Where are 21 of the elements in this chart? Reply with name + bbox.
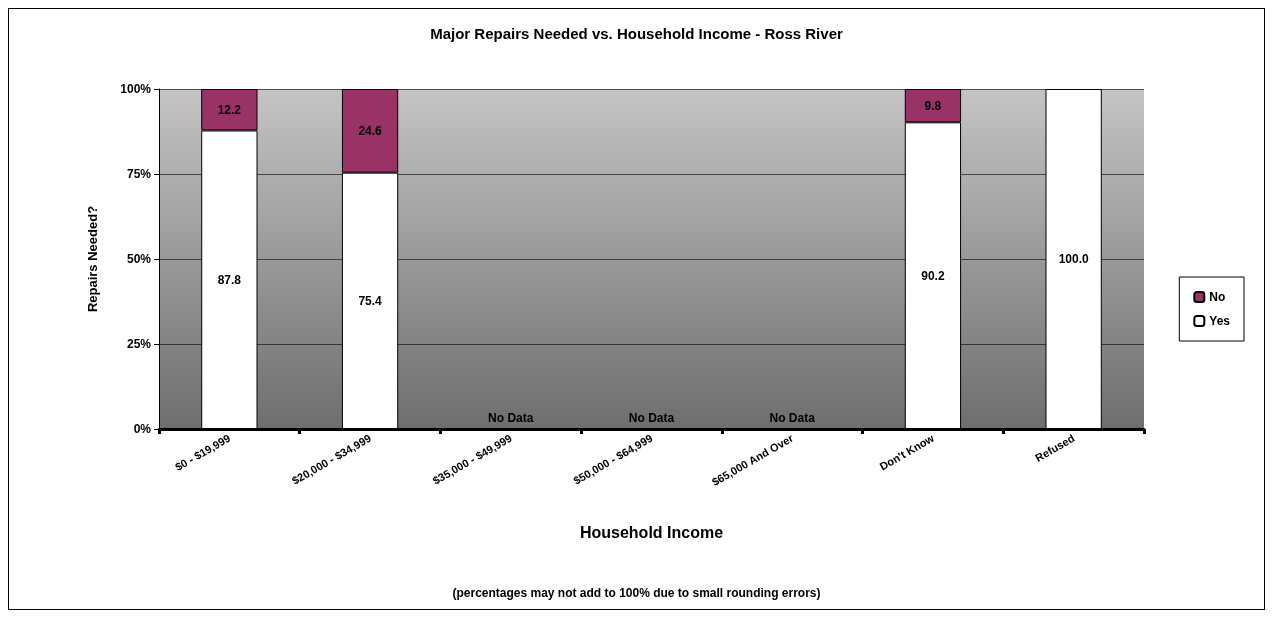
data-label: 12.2 <box>217 102 242 117</box>
data-label: 100.0 <box>1058 252 1089 266</box>
data-label: 75.4 <box>358 293 383 308</box>
y-tick-label: 75% <box>126 167 152 181</box>
data-label: 9.8 <box>924 98 942 113</box>
data-label: No Data <box>769 411 816 425</box>
data-label: No Data <box>628 411 675 425</box>
text: (percentages may not add to 100% due to small rounding errors) <box>452 586 821 600</box>
data-label: 87.8 <box>217 272 242 287</box>
y-tick-label: 0% <box>133 422 152 436</box>
x-axis-title: Household Income <box>579 523 724 541</box>
y-tick-label: 100% <box>120 82 152 96</box>
legend-label: No <box>1209 290 1226 304</box>
chart-title: Major Repairs Needed vs. Household Income - Ross River <box>430 25 843 42</box>
y-axis-title: Repairs Needed? <box>85 205 100 313</box>
data-label: 24.6 <box>358 123 383 138</box>
legend-label: Yes <box>1209 314 1231 328</box>
data-label: 90.2 <box>921 268 945 283</box>
data-label: No Data <box>488 411 534 425</box>
y-tick-label: 50% <box>126 252 152 266</box>
y-tick-label: 25% <box>126 337 152 351</box>
